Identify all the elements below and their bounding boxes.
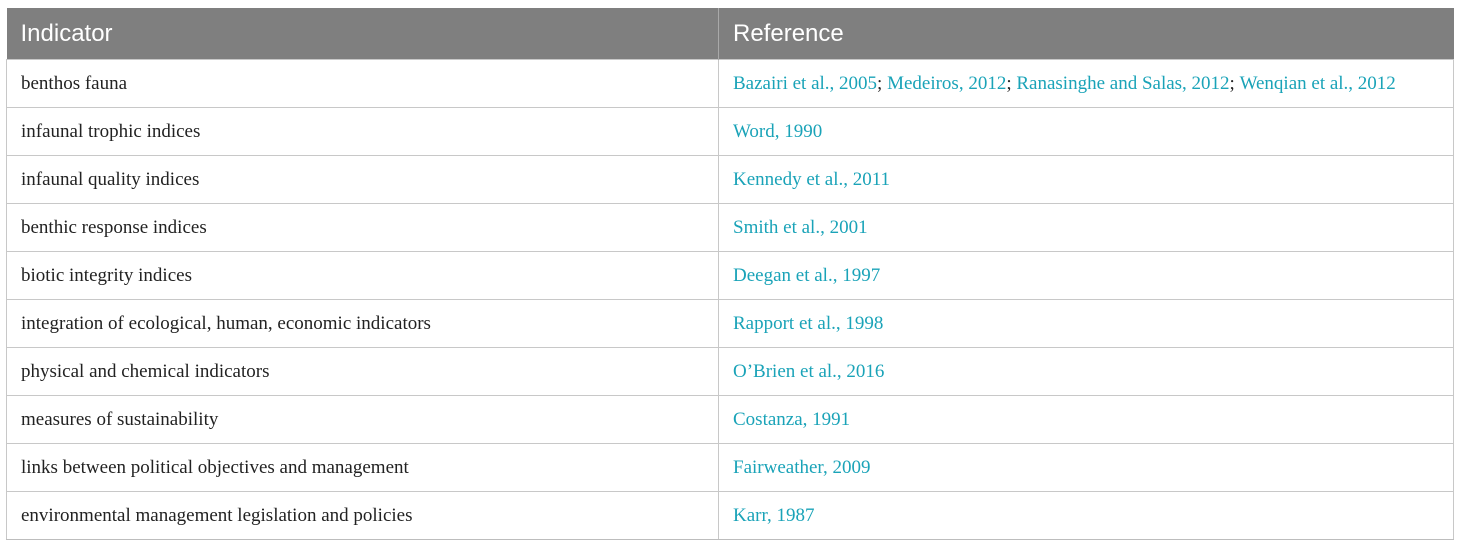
reference-cell: O’Brien et al., 2016 [718,347,1454,396]
reference-link[interactable]: Medeiros, 2012 [887,72,1007,94]
table-row: environmental management legislation and… [6,491,1454,540]
reference-separator: ; [1006,72,1017,94]
table-row: physical and chemical indicators O’Brien … [6,347,1454,396]
table-row: infaunal trophic indices Word, 1990 [6,107,1454,156]
indicator-cell: measures of sustainability [6,395,719,444]
table-row: infaunal quality indices Kennedy et al., … [6,155,1454,204]
reference-separator: ; [1229,72,1240,94]
indicator-cell: integration of ecological, human, econom… [6,299,719,348]
indicator-cell: physical and chemical indicators [6,347,719,396]
indicator-cell: biotic integrity indices [6,251,719,300]
reference-cell: Fairweather, 2009 [718,443,1454,492]
table-row: measures of sustainability Costanza, 1991 [6,395,1454,444]
reference-cell: Deegan et al., 1997 [718,251,1454,300]
reference-cell: Rapport et al., 1998 [718,299,1454,348]
table-body: benthos fauna Bazairi et al., 2005; Medei… [6,59,1454,540]
reference-link[interactable]: Costanza, 1991 [733,408,851,430]
reference-cell: Kennedy et al., 2011 [718,155,1454,204]
reference-link[interactable]: Bazairi et al., 2005 [733,72,878,94]
table-row: benthos fauna Bazairi et al., 2005; Medei… [6,59,1454,108]
reference-link[interactable]: Ranasinghe and Salas, 2012 [1016,72,1230,94]
indicator-cell: environmental management legislation and… [6,491,719,540]
reference-link[interactable]: Word, 1990 [733,120,823,142]
column-header-indicator: Indicator [6,8,719,60]
indicator-cell: infaunal quality indices [6,155,719,204]
reference-link[interactable]: Rapport et al., 1998 [733,312,884,334]
reference-cell: Bazairi et al., 2005; Medeiros, 2012; Ra… [718,59,1454,108]
column-header-reference: Reference [718,8,1454,60]
reference-cell: Costanza, 1991 [718,395,1454,444]
reference-cell: Smith et al., 2001 [718,203,1454,252]
table-row: links between political objectives and m… [6,443,1454,492]
header-row: Indicator Reference [6,8,1454,60]
reference-link[interactable]: Smith et al., 2001 [733,216,868,238]
table-row: integration of ecological, human, econom… [6,299,1454,348]
reference-cell: Karr, 1987 [718,491,1454,540]
indicator-reference-table: Indicator Reference benthos fauna Bazairi… [6,8,1454,540]
table-row: benthic response indices Smith et al., 20… [6,203,1454,252]
table-header: Indicator Reference [6,8,1454,60]
reference-link[interactable]: Karr, 1987 [733,504,815,526]
reference-cell: Word, 1990 [718,107,1454,156]
reference-link[interactable]: Wenqian et al., 2012 [1239,72,1396,94]
reference-link[interactable]: Deegan et al., 1997 [733,264,881,286]
reference-link[interactable]: Kennedy et al., 2011 [733,168,891,190]
indicator-cell: infaunal trophic indices [6,107,719,156]
table-row: biotic integrity indices Deegan et al., 1… [6,251,1454,300]
indicator-reference-table-container: Indicator Reference benthos fauna Bazairi… [6,8,1454,540]
reference-separator: ; [877,72,888,94]
reference-link[interactable]: Fairweather, 2009 [733,456,871,478]
reference-link[interactable]: O’Brien et al., 2016 [733,360,885,382]
indicator-cell: benthic response indices [6,203,719,252]
indicator-cell: benthos fauna [6,59,719,108]
indicator-cell: links between political objectives and m… [6,443,719,492]
